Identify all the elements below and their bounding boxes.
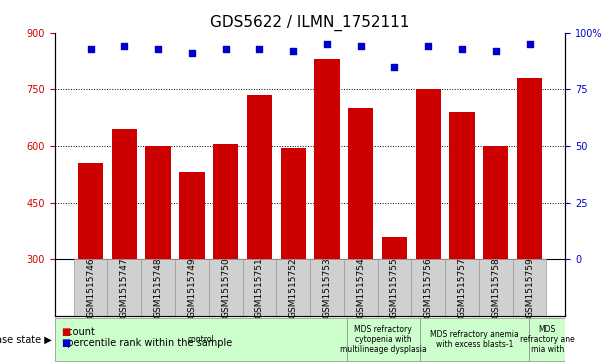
Point bbox=[390, 64, 399, 70]
Bar bbox=[280, 148, 306, 363]
Bar bbox=[213, 144, 238, 363]
Bar bbox=[479, 259, 513, 316]
Bar bbox=[108, 259, 141, 316]
Bar bbox=[112, 129, 137, 363]
Bar bbox=[382, 237, 407, 363]
Point bbox=[525, 41, 534, 47]
Bar bbox=[378, 259, 412, 316]
Bar bbox=[55, 318, 347, 361]
Title: GDS5622 / ILMN_1752111: GDS5622 / ILMN_1752111 bbox=[210, 15, 410, 31]
Text: control: control bbox=[187, 335, 214, 344]
Text: ■: ■ bbox=[61, 327, 70, 337]
Text: GSM1515746: GSM1515746 bbox=[86, 257, 95, 318]
Bar bbox=[420, 318, 529, 361]
Point bbox=[120, 43, 130, 49]
Text: GSM1515747: GSM1515747 bbox=[120, 257, 129, 318]
Text: ■: ■ bbox=[61, 338, 70, 348]
Bar bbox=[445, 259, 479, 316]
Point bbox=[221, 46, 230, 52]
Text: MDS
refractory ane
mia with: MDS refractory ane mia with bbox=[520, 325, 575, 354]
Point bbox=[322, 41, 332, 47]
Bar bbox=[483, 146, 508, 363]
Point bbox=[457, 46, 467, 52]
Text: MDS refractory
cytopenia with
multilineage dysplasia: MDS refractory cytopenia with multilinea… bbox=[340, 325, 426, 354]
Text: GSM1515752: GSM1515752 bbox=[289, 257, 298, 318]
Bar bbox=[145, 146, 171, 363]
Text: GSM1515749: GSM1515749 bbox=[187, 257, 196, 318]
Bar bbox=[247, 95, 272, 363]
Text: disease state ▶: disease state ▶ bbox=[0, 334, 52, 344]
Bar bbox=[348, 108, 373, 363]
Bar bbox=[416, 89, 441, 363]
Text: GSM1515757: GSM1515757 bbox=[458, 257, 466, 318]
Point bbox=[288, 48, 298, 54]
Point bbox=[423, 43, 433, 49]
Text: GSM1515754: GSM1515754 bbox=[356, 257, 365, 318]
Point bbox=[153, 46, 163, 52]
Text: GSM1515750: GSM1515750 bbox=[221, 257, 230, 318]
Point bbox=[255, 46, 264, 52]
Text: GSM1515755: GSM1515755 bbox=[390, 257, 399, 318]
Bar bbox=[78, 163, 103, 363]
Bar bbox=[243, 259, 276, 316]
Bar bbox=[141, 259, 175, 316]
Point bbox=[356, 43, 365, 49]
Text: GSM1515748: GSM1515748 bbox=[154, 257, 162, 318]
Bar bbox=[449, 112, 475, 363]
Text: GSM1515759: GSM1515759 bbox=[525, 257, 534, 318]
Text: GSM1515758: GSM1515758 bbox=[491, 257, 500, 318]
Bar bbox=[179, 172, 204, 363]
Text: GSM1515756: GSM1515756 bbox=[424, 257, 433, 318]
Bar bbox=[347, 318, 420, 361]
Point bbox=[187, 50, 197, 56]
Bar bbox=[513, 259, 547, 316]
Bar bbox=[209, 259, 243, 316]
Bar bbox=[517, 78, 542, 363]
Bar bbox=[175, 259, 209, 316]
Text: percentile rank within the sample: percentile rank within the sample bbox=[61, 338, 232, 348]
Bar bbox=[529, 318, 565, 361]
Bar bbox=[344, 259, 378, 316]
Text: GSM1515753: GSM1515753 bbox=[322, 257, 331, 318]
Point bbox=[86, 46, 95, 52]
Bar bbox=[412, 259, 445, 316]
Text: GSM1515751: GSM1515751 bbox=[255, 257, 264, 318]
Text: MDS refractory anemia
with excess blasts-1: MDS refractory anemia with excess blasts… bbox=[430, 330, 519, 349]
Point bbox=[491, 48, 500, 54]
Bar bbox=[276, 259, 310, 316]
Bar bbox=[74, 259, 108, 316]
Text: count: count bbox=[61, 327, 95, 337]
Bar bbox=[314, 59, 340, 363]
Bar bbox=[310, 259, 344, 316]
